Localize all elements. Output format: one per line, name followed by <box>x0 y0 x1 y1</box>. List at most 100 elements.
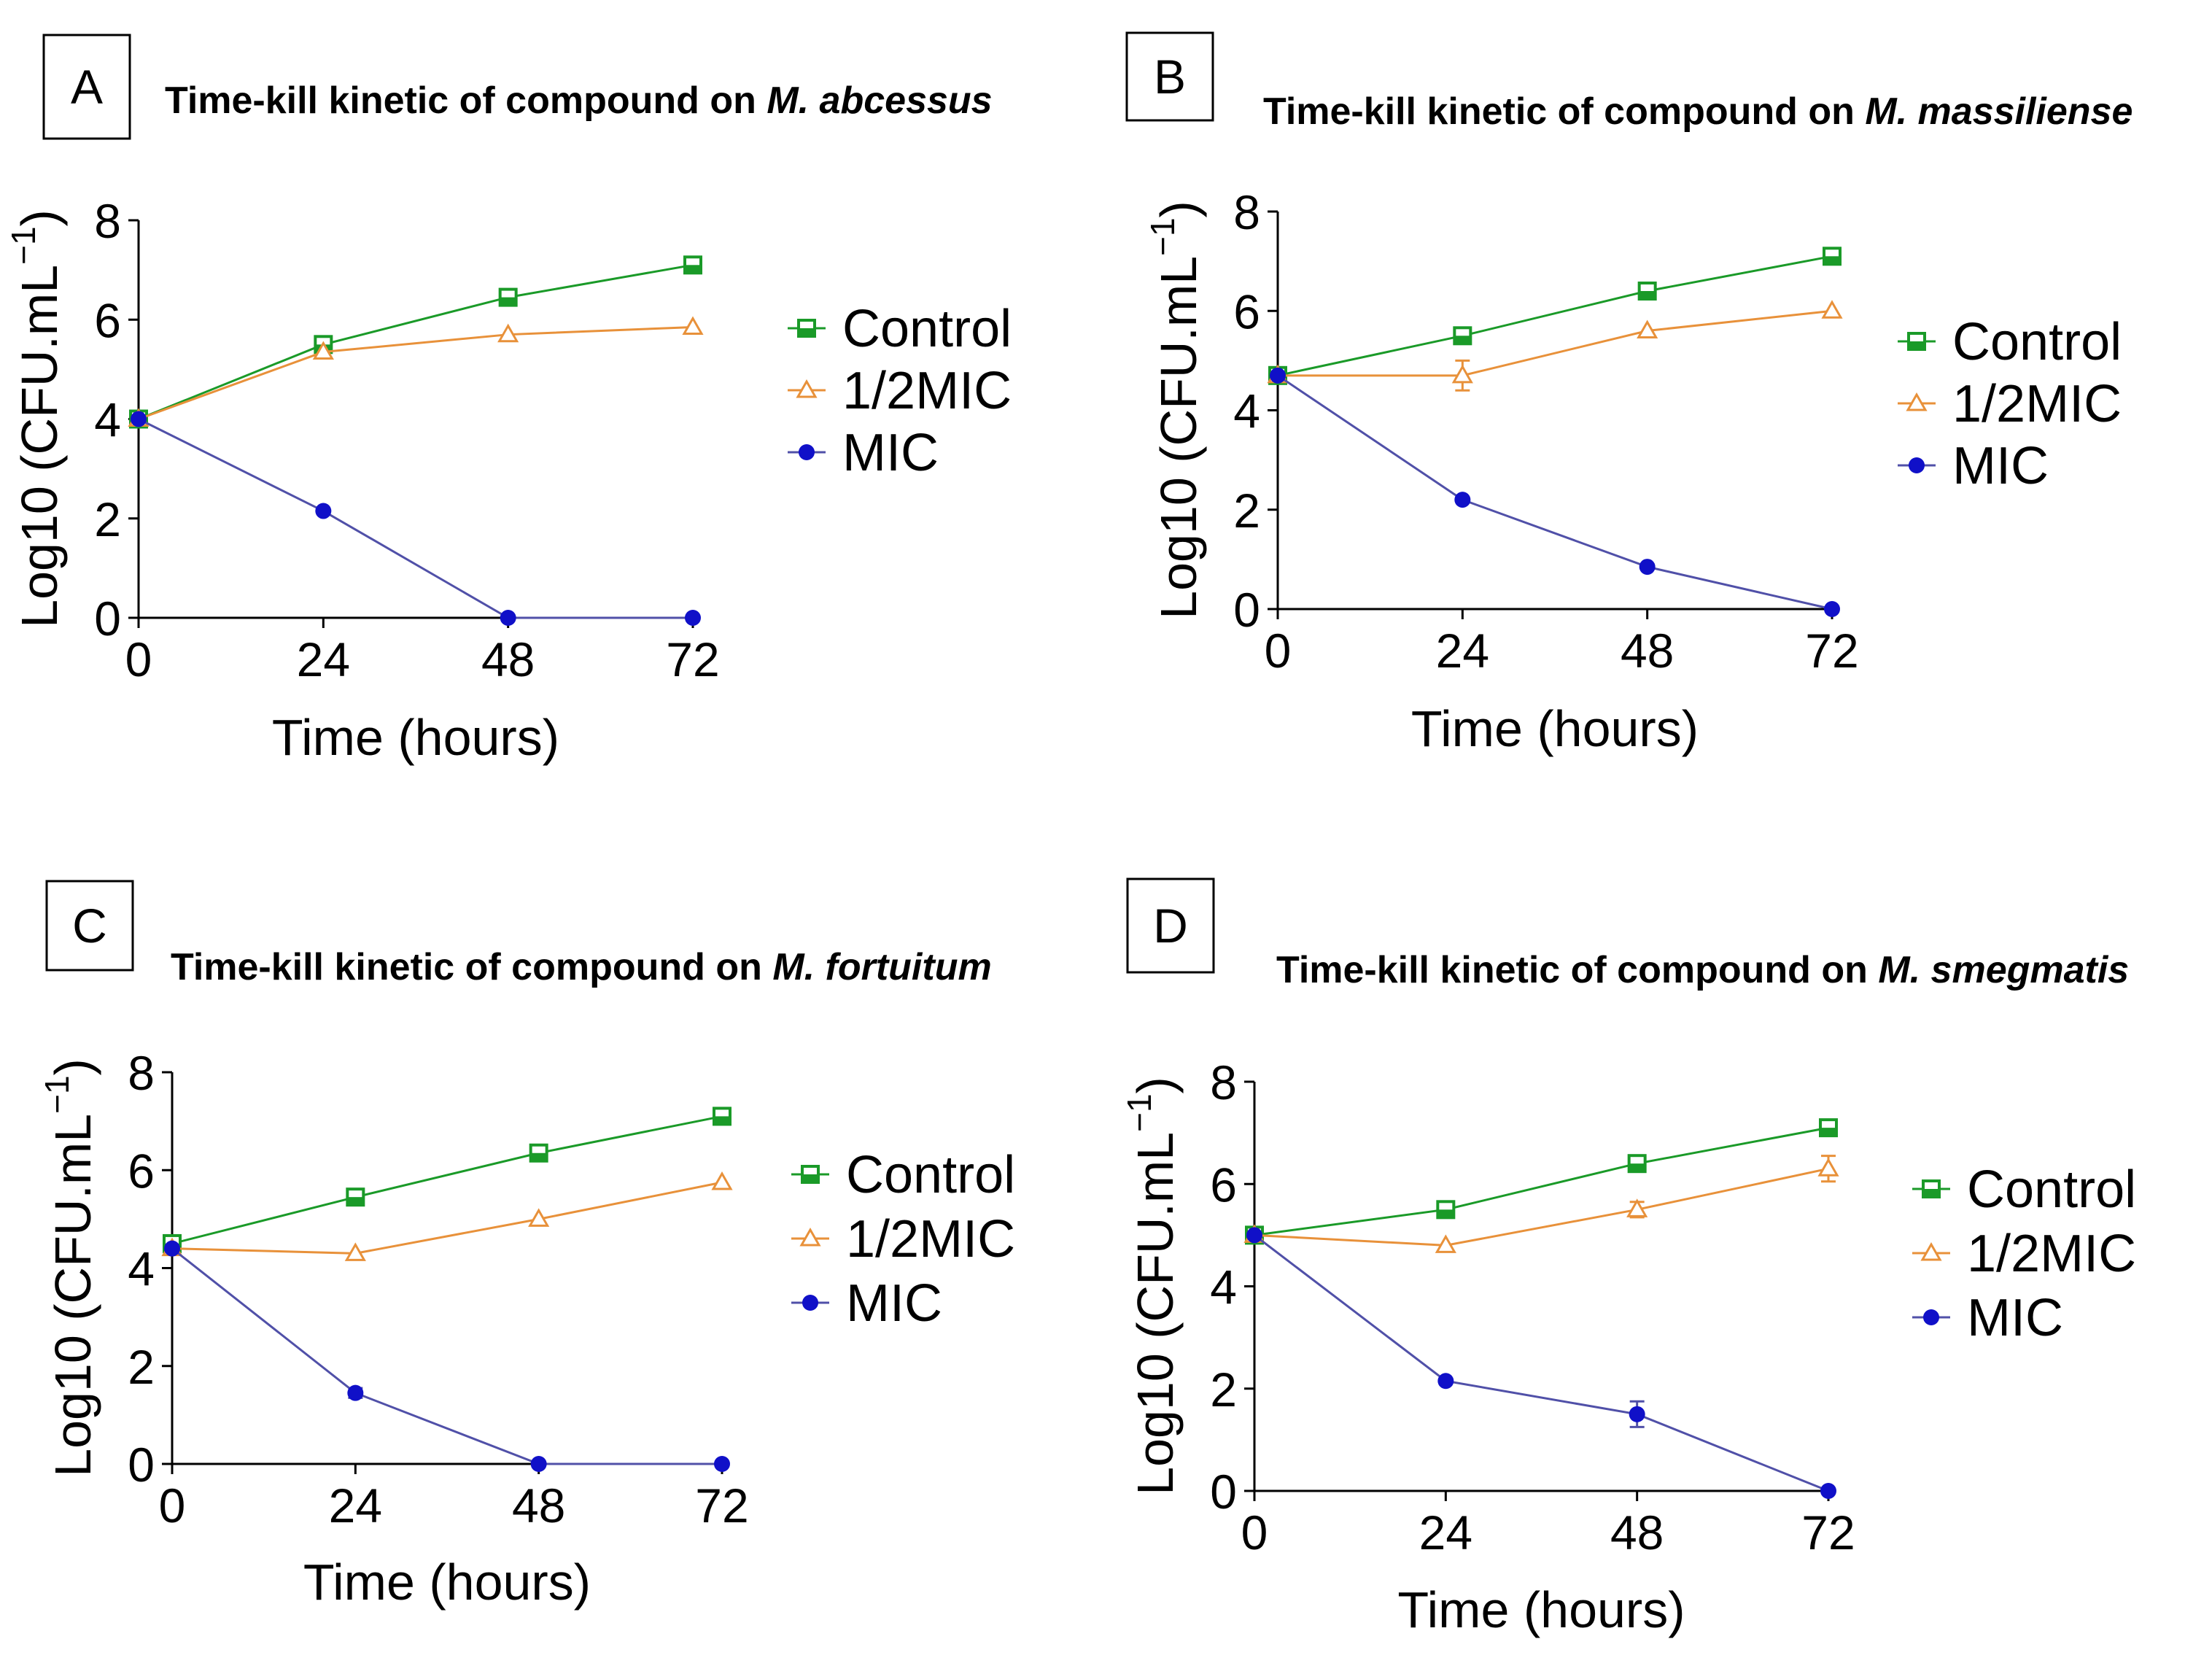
panel-label-box <box>42 34 131 140</box>
y-axis-label-main: Log10 (CFU.mL <box>11 265 68 628</box>
series-control <box>1245 1118 1838 1245</box>
chart-title-species: M. smegmatis <box>1878 949 2129 991</box>
y-axis-label-sup: −1 <box>1120 1093 1158 1131</box>
series-control <box>129 255 702 429</box>
y-axis-label-sup: −1 <box>38 1075 76 1113</box>
x-axis-label: Time (hours) <box>272 709 559 766</box>
legend-marker <box>796 379 818 398</box>
legend-label: 1/2MIC <box>1967 1225 2136 1283</box>
data-point <box>164 1240 180 1257</box>
legend-item: MIC <box>1898 437 2049 495</box>
series-mic <box>131 411 701 626</box>
y-axis-label-sup: −1 <box>1144 217 1181 255</box>
series-1-2mic <box>1243 1155 1839 1253</box>
data-point-fill <box>1639 291 1656 299</box>
data-point <box>1817 1158 1839 1177</box>
series-mic <box>1270 367 1840 617</box>
x-axis-label: Time (hours) <box>303 1554 591 1611</box>
y-tick-label: 6 <box>94 293 121 347</box>
series-1-2mic <box>1267 300 1843 392</box>
legend-label: Control <box>1967 1160 2136 1219</box>
y-axis-label-main: Log10 (CFU.mL <box>1127 1132 1184 1495</box>
panel-label-box <box>1125 31 1214 122</box>
series-line <box>171 1181 723 1255</box>
y-tick-label: 2 <box>1210 1363 1237 1417</box>
panel-b: B Time-kill kinetic of compound on M. mas… <box>1125 31 2133 757</box>
legend-label: Control <box>842 300 1012 358</box>
y-tick-label: 4 <box>1210 1260 1237 1314</box>
data-point <box>1270 367 1286 384</box>
data-point <box>1435 1234 1456 1253</box>
data-point-fill <box>1454 336 1471 344</box>
y-tick-label: 4 <box>1233 384 1260 438</box>
panel-a: A Time-kill kinetic of compound on M. abc… <box>4 34 1012 766</box>
y-tick-label: 8 <box>94 194 121 248</box>
legend-label: MIC <box>1967 1289 2063 1347</box>
data-point-fill <box>714 1116 730 1125</box>
chart-title-prefix: Time-kill kinetic of compound on <box>1276 949 1878 991</box>
data-point <box>1639 559 1656 576</box>
y-tick-label: 2 <box>1233 484 1260 538</box>
data-point-fill <box>1820 1128 1836 1136</box>
data-point-fill <box>1629 1163 1645 1172</box>
legend-item: 1/2MIC <box>1912 1225 2136 1283</box>
chart-title: Time-kill kinetic of compound on M. mass… <box>1263 90 2133 133</box>
series-line <box>1277 374 1833 611</box>
legend-item: Control <box>788 300 1012 358</box>
x-tick-label: 0 <box>1241 1506 1268 1559</box>
y-axis-label-close: ) <box>1150 201 1207 217</box>
series-mic <box>1246 1227 1836 1499</box>
y-tick-label: 8 <box>128 1046 155 1100</box>
legend-label: MIC <box>842 424 939 482</box>
chart-title-prefix: Time-kill kinetic of compound on <box>165 80 767 122</box>
data-point <box>1437 1373 1454 1390</box>
series-line <box>138 263 694 420</box>
data-point <box>530 1456 547 1472</box>
x-tick-label: 24 <box>297 632 350 686</box>
y-axis-label: Log10 (CFU.mL−1) <box>38 1058 101 1477</box>
x-tick-label: 0 <box>125 632 152 686</box>
legend-label: Control <box>846 1146 1015 1204</box>
panel-label-box <box>1126 877 1215 974</box>
chart-title-species: M. fortuitum <box>772 946 991 988</box>
legend-marker-fill <box>799 328 815 336</box>
y-axis-label-sup: −1 <box>4 226 42 264</box>
x-tick-label: 72 <box>1801 1506 1855 1559</box>
series-control <box>163 1107 731 1253</box>
chart-title: Time-kill kinetic of compound on M. fort… <box>171 946 992 988</box>
legend-label: Control <box>1952 313 2122 371</box>
data-point <box>1626 1198 1648 1217</box>
y-tick-label: 0 <box>94 592 121 646</box>
series-line <box>138 325 694 420</box>
y-axis-label-close: ) <box>11 209 68 226</box>
data-point <box>682 316 704 335</box>
x-tick-label: 0 <box>159 1479 186 1532</box>
panel-label: C <box>72 899 107 953</box>
data-point-fill <box>685 265 701 274</box>
legend-item: MIC <box>788 424 939 482</box>
data-point <box>131 411 147 427</box>
x-tick-label: 72 <box>695 1479 748 1532</box>
legend-item: 1/2MIC <box>1898 375 2122 433</box>
data-point <box>500 610 516 626</box>
y-axis-label-close: ) <box>1127 1077 1184 1093</box>
x-tick-label: 72 <box>1805 624 1858 678</box>
y-tick-label: 4 <box>94 393 121 447</box>
legend-marker <box>1909 457 1925 473</box>
x-tick-label: 48 <box>1610 1506 1664 1559</box>
data-point <box>528 1208 550 1227</box>
chart-title: Time-kill kinetic of compound on M. abce… <box>165 80 993 122</box>
legend-marker <box>1906 392 1928 411</box>
series-line <box>1278 309 1833 377</box>
y-tick-label: 2 <box>94 492 121 546</box>
x-tick-label: 72 <box>666 632 719 686</box>
y-tick-label: 0 <box>1210 1465 1237 1519</box>
legend-label: 1/2MIC <box>846 1210 1015 1268</box>
series-1-2mic <box>128 316 704 427</box>
x-tick-label: 0 <box>1265 624 1292 678</box>
series-line <box>1254 1167 1829 1247</box>
legend-marker <box>1920 1241 1942 1261</box>
y-axis-label: Log10 (CFU.mL−1) <box>1120 1077 1184 1495</box>
